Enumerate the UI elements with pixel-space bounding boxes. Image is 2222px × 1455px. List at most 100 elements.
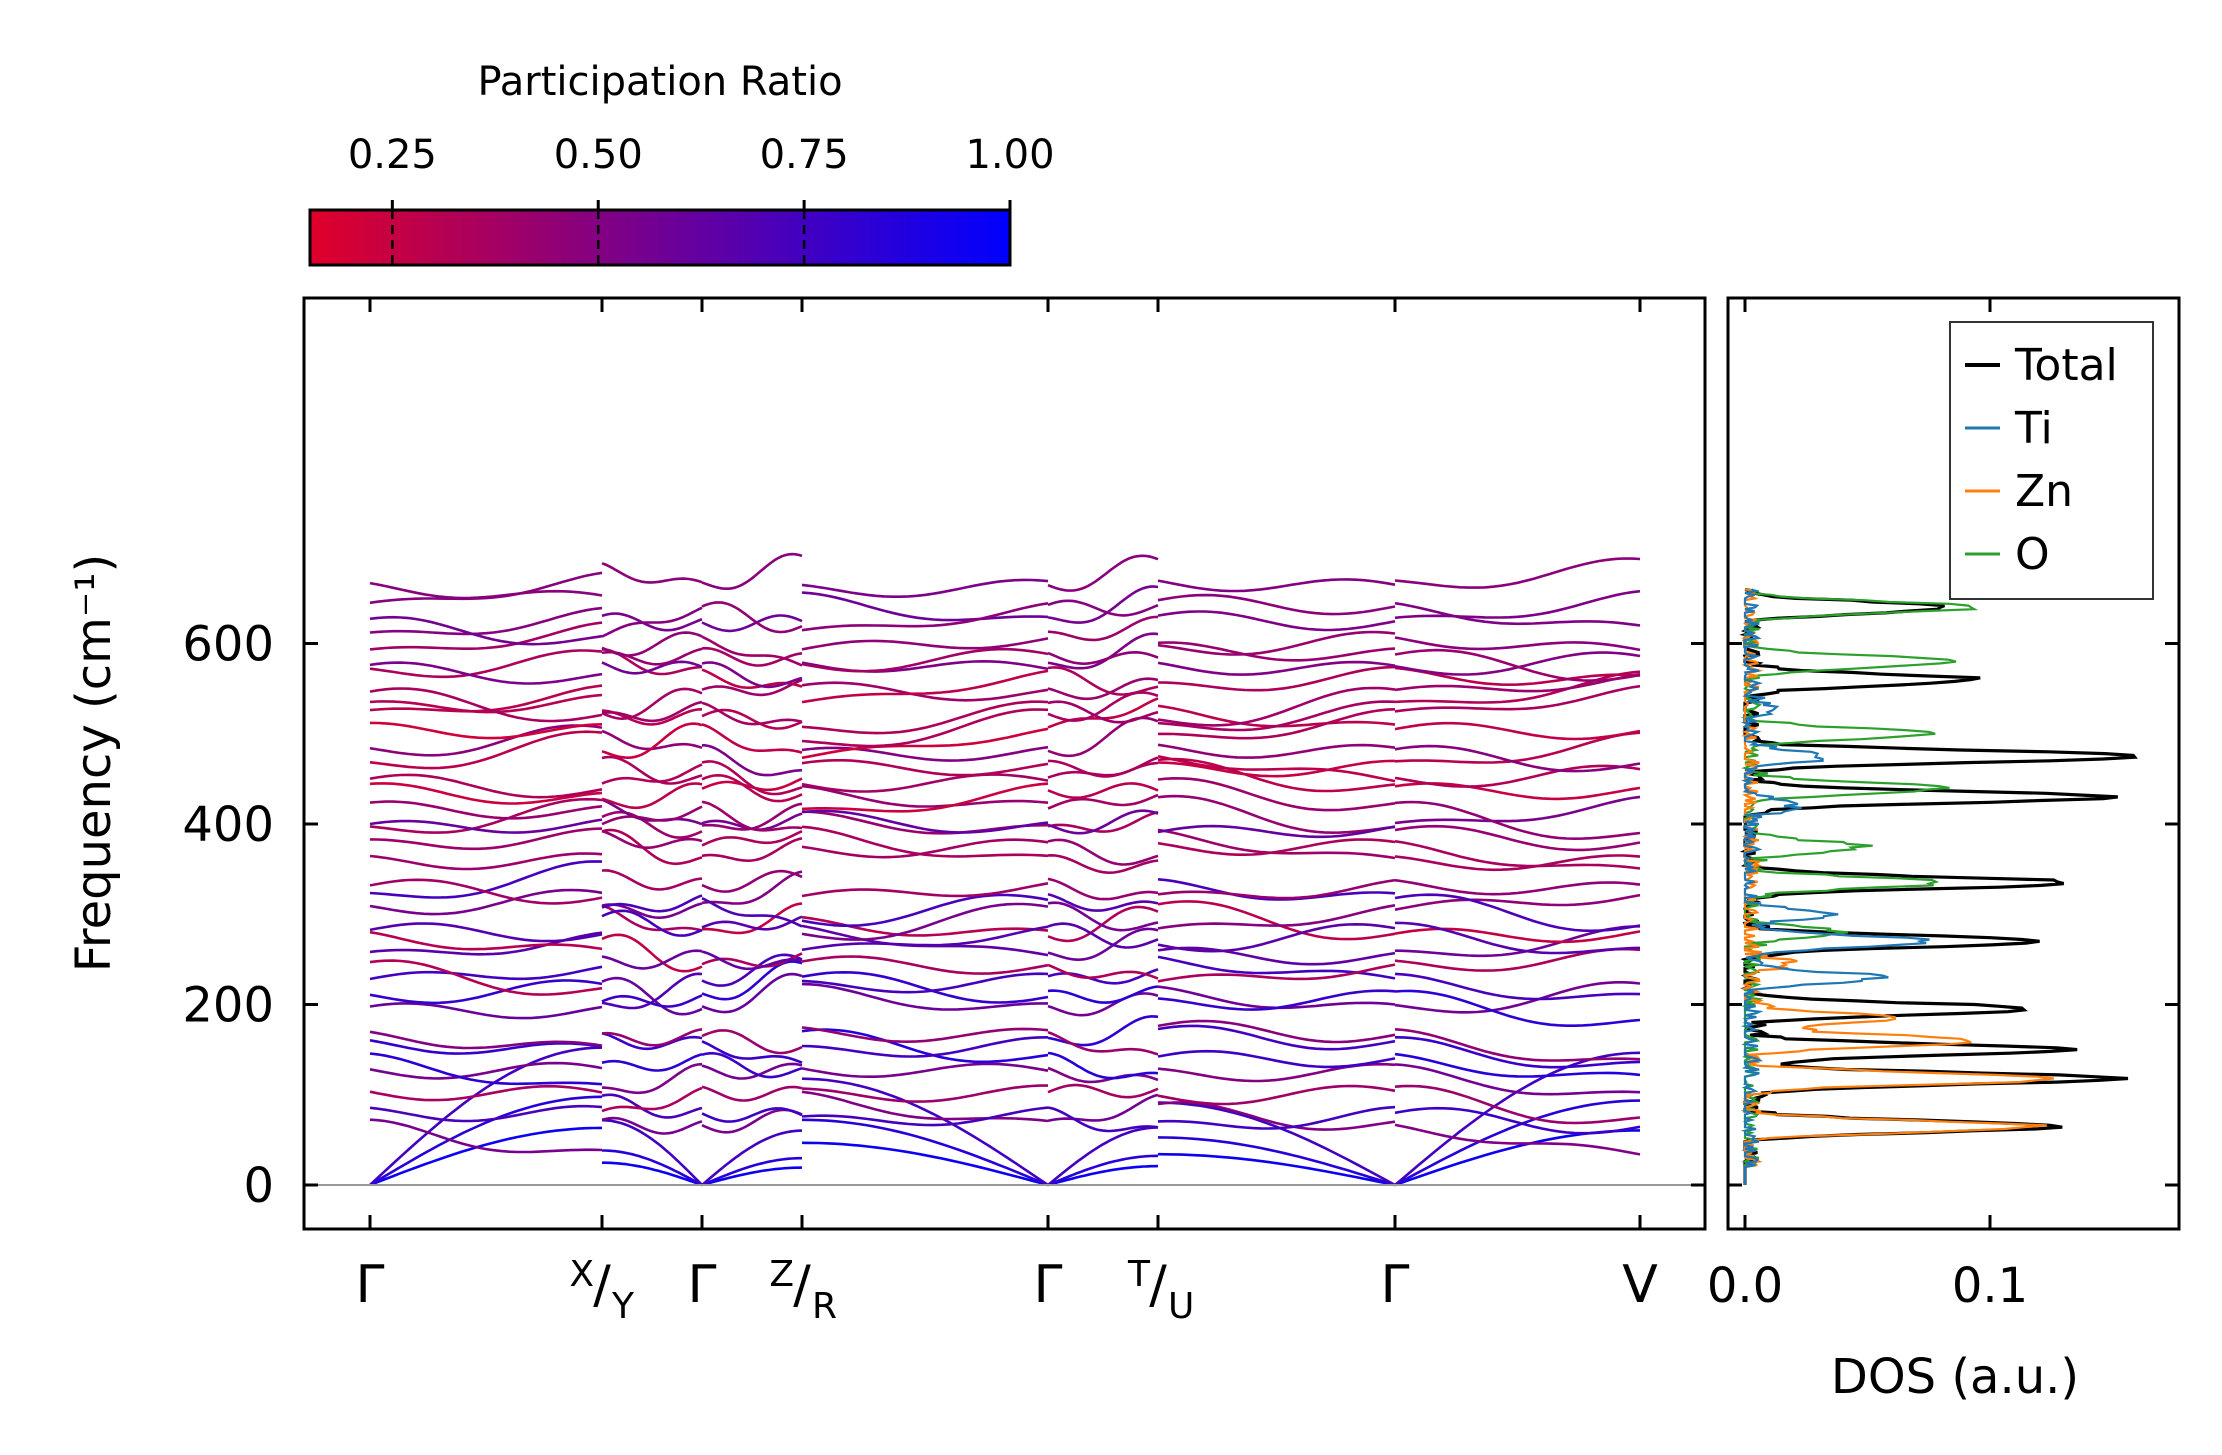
band-axes-frame <box>302 296 1707 1231</box>
optical-band-line <box>1047 599 1159 617</box>
acoustic-band-line <box>1394 1129 1641 1187</box>
optical-band-line <box>1047 853 1159 875</box>
optical-band-line <box>1157 922 1396 953</box>
legend-label: Zn <box>2015 466 2073 517</box>
optical-band-line <box>701 777 803 792</box>
optical-band-line <box>1394 764 1641 788</box>
optical-band-line <box>801 647 1049 673</box>
optical-band-line <box>601 700 703 723</box>
optical-band-line <box>369 852 603 871</box>
optical-band-line <box>1394 1084 1641 1125</box>
frequency-axis-title: Frequency (cm⁻¹) <box>66 554 122 972</box>
colorbar-ticks: 0.25 0.50 0.75 1.00 <box>348 132 1055 265</box>
optical-band-line <box>701 635 803 667</box>
optical-band-line <box>801 745 1049 762</box>
optical-band-line <box>601 729 703 751</box>
optical-band-line <box>1047 782 1159 799</box>
colorbar-tick-label: 0.25 <box>348 132 437 178</box>
optical-band-line <box>701 678 803 697</box>
optical-band-line <box>601 933 703 973</box>
optical-band-line <box>601 660 703 675</box>
acoustic-band-line <box>369 1046 603 1186</box>
frequency-tick-label: 600 <box>182 617 274 673</box>
optical-band-line <box>1047 585 1159 624</box>
optical-band-line <box>801 1062 1049 1078</box>
optical-band-line <box>369 684 603 713</box>
optical-band-line <box>701 601 803 634</box>
optical-band-line <box>369 922 603 943</box>
optical-band-line <box>801 681 1049 702</box>
optical-band-line <box>1157 578 1396 593</box>
optical-band-line <box>1047 809 1159 835</box>
kpoint-axis-ticks: Γ X / Y Γ Z / R Γ T / U Γ V <box>356 298 1658 1327</box>
optical-band-line <box>1394 672 1641 693</box>
optical-band-line <box>701 760 803 796</box>
optical-band-line <box>701 723 803 754</box>
optical-band-line <box>801 924 1049 957</box>
optical-band-line <box>1157 700 1396 732</box>
optical-band-line <box>701 953 803 987</box>
optical-band-line <box>1394 601 1641 627</box>
optical-band-line <box>701 800 803 832</box>
optical-band-line <box>1157 985 1396 1010</box>
optical-band-line <box>801 809 1049 834</box>
optical-band-line <box>801 825 1049 858</box>
optical-band-line <box>369 721 603 740</box>
optical-band-line <box>1394 1063 1641 1096</box>
acoustic-band-line <box>1047 1126 1159 1187</box>
optical-band-line <box>1394 800 1641 841</box>
dos-legend: Total Ti Zn O <box>1949 321 2154 600</box>
optical-band-line <box>369 930 603 951</box>
optical-band-line <box>1047 1093 1159 1123</box>
optical-band-line <box>801 700 1049 735</box>
kpoint-label-slash: / <box>593 1255 611 1315</box>
optical-band-line <box>1047 677 1159 701</box>
kpoint-label-pre: Z <box>769 1254 794 1295</box>
kpoint-label-pre: X <box>569 1254 594 1295</box>
optical-band-line <box>801 782 1049 813</box>
kpoint-label-sub: U <box>1168 1286 1194 1327</box>
colorbar-tick-label: 0.75 <box>760 132 849 178</box>
optical-band-line <box>1157 686 1396 727</box>
kpoint-label-sub: Y <box>611 1286 635 1327</box>
optical-band-line <box>1394 989 1641 1027</box>
optical-band-line <box>701 1029 803 1055</box>
optical-band-line <box>1157 755 1396 783</box>
optical-band-line <box>801 1106 1049 1127</box>
optical-band-line <box>801 882 1049 898</box>
optical-band-line <box>601 949 703 970</box>
optical-band-line <box>701 897 803 928</box>
optical-band-line <box>369 724 603 757</box>
optical-band-line <box>1047 756 1159 779</box>
optical-band-line <box>1394 1052 1641 1078</box>
optical-band-line <box>1394 840 1641 870</box>
optical-band-line <box>601 612 703 632</box>
optical-band-line <box>801 893 1049 927</box>
optical-band-line <box>701 869 803 893</box>
optical-band-line <box>1157 665 1396 692</box>
optical-band-line <box>369 959 603 996</box>
optical-band-line <box>369 773 603 799</box>
optical-band-line <box>1394 684 1641 713</box>
optical-band-line <box>601 631 703 657</box>
optical-band-line <box>1047 922 1159 949</box>
optical-band-line <box>1394 651 1641 676</box>
optical-band-line <box>701 837 803 863</box>
optical-band-line <box>1157 1105 1396 1130</box>
optical-band-line <box>1047 963 1159 980</box>
acoustic-band-line <box>1394 1099 1641 1187</box>
optical-band-line <box>1047 905 1159 943</box>
dos-axes-frame <box>1726 296 2181 1231</box>
acoustic-band-line <box>369 1126 603 1187</box>
optical-band-line <box>1157 743 1396 759</box>
optical-band-line <box>1157 838 1396 856</box>
optical-band-line <box>801 902 1049 941</box>
optical-band-line <box>601 1116 703 1135</box>
optical-band-line <box>1157 1024 1396 1051</box>
optical-band-line <box>1394 893 1641 933</box>
optical-band-line <box>601 909 703 937</box>
acoustic-band-line <box>801 1118 1049 1187</box>
optical-band-line <box>1047 666 1159 696</box>
optical-band-line <box>369 1039 603 1055</box>
optical-band-line <box>369 1002 603 1020</box>
